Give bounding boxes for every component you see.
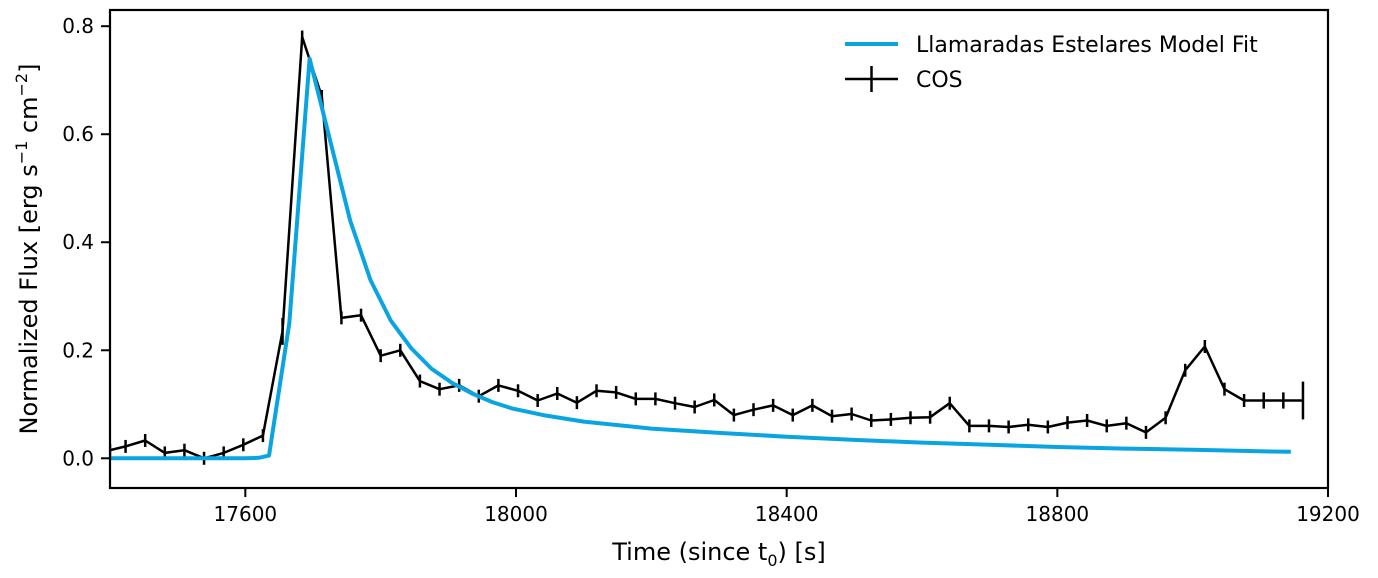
cos-line (110, 35, 1303, 460)
plot-frame (108, 8, 1330, 490)
y-axis-label-end: ] (15, 64, 43, 73)
plot-area (110, 30, 1305, 465)
x-axis-label-suffix: ) [s] (778, 538, 826, 566)
x-axis-label-subscript: 0 (767, 551, 777, 570)
x-tick-label: 19200 (1296, 502, 1360, 526)
legend-cos-label: COS (916, 68, 963, 93)
y-axis-label: Normalized Flux [erg s−1 cm−2] (12, 64, 43, 435)
y-axis-label-main: Normalized Flux [erg s (15, 164, 43, 434)
model-fit-line (110, 56, 1291, 461)
x-axis: 17600 18000 18400 18800 19200 (214, 488, 1360, 526)
model-fit-series (110, 56, 1291, 461)
cos-series (110, 30, 1305, 465)
y-axis: 0.0 0.2 0.4 0.6 0.8 (62, 14, 110, 470)
x-axis-label-main: Time (since t (611, 538, 767, 566)
y-axis-label-sup2: −2 (12, 73, 31, 97)
y-tick-label: 0.4 (62, 230, 94, 254)
y-axis-label-mid: cm (15, 96, 43, 140)
legend: Llamaradas Estelares Model Fit COS (845, 33, 1258, 93)
y-tick-label: 0.6 (62, 122, 94, 146)
x-axis-label: Time (since t0) [s] (611, 538, 826, 570)
x-tick-label: 18800 (1026, 502, 1090, 526)
legend-model-label: Llamaradas Estelares Model Fit (916, 33, 1258, 58)
y-axis-label-sup1: −1 (12, 141, 31, 165)
y-tick-label: 0.0 (62, 446, 94, 470)
y-tick-label: 0.8 (62, 14, 94, 38)
x-tick-label: 17600 (214, 502, 278, 526)
x-tick-label: 18400 (755, 502, 819, 526)
y-tick-label: 0.2 (62, 338, 94, 362)
x-tick-label: 18000 (484, 502, 548, 526)
